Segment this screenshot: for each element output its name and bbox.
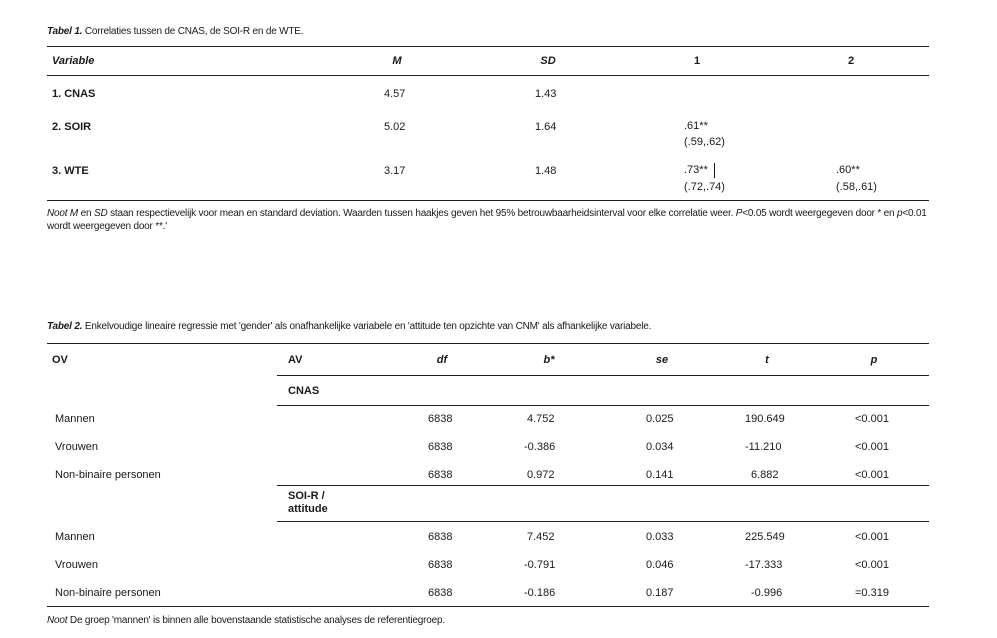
table1-bottom-rule — [47, 200, 929, 201]
text-cursor — [714, 163, 715, 178]
table1-row2-sd: 1.64 — [535, 121, 557, 133]
table1-row1-m: 4.57 — [384, 88, 406, 100]
table2-g2-row2-se: 0.046 — [646, 559, 674, 571]
table2-g1-row2-se: 0.034 — [646, 441, 674, 453]
table1-top-rule — [47, 46, 929, 47]
table2-g2-row2-b: -0.791 — [524, 559, 556, 571]
table2-header-p: p — [870, 354, 878, 366]
table1-row3-sd: 1.48 — [535, 165, 557, 177]
table1-note: Noot M en SD staan respectievelijk voor … — [47, 207, 937, 233]
table2-header-t: t — [765, 354, 769, 366]
table2-g1-row1-se: 0.025 — [646, 413, 674, 425]
table2-header-ov: OV — [52, 354, 68, 366]
table1-note-p1: P — [735, 208, 743, 219]
table2-g2-row3-df: 6838 — [428, 587, 453, 599]
table2-group2-top-rule — [277, 485, 929, 486]
table1-row3-m: 3.17 — [384, 165, 406, 177]
table1-row1-variable: 1. CNAS — [52, 88, 96, 100]
table1-note-p2: p — [896, 208, 903, 219]
table1-note-sd: SD — [93, 208, 108, 219]
table2-g2-row3-b: -0.186 — [524, 587, 556, 599]
table1-row1-sd: 1.43 — [535, 88, 557, 100]
table2-group-soir-line1: SOI-R / — [288, 490, 325, 502]
table2-bottom-rule — [47, 606, 929, 607]
table1-header-m: M — [392, 55, 402, 67]
table2-group-soir-line2: attitude — [288, 503, 328, 515]
table2-top-rule — [47, 343, 929, 344]
table2-g1-row3-p: <0.001 — [855, 469, 889, 481]
table2-g1-row3-t: 6.882 — [751, 469, 779, 481]
table2-g1-row2-t: -11.210 — [745, 441, 782, 453]
table2-header-df: df — [436, 354, 448, 366]
table2-g2-row2-df: 6838 — [428, 559, 453, 571]
table2-g1-row1-df: 6838 — [428, 413, 453, 425]
table2-header-b: b* — [543, 354, 555, 366]
table2-group2-bottom-rule — [277, 521, 929, 522]
table1-header-variable: Variable — [52, 55, 95, 67]
table1-note-text1: staan respectievelijk voor mean en stand… — [110, 208, 734, 219]
table1-note-label: Noot — [47, 208, 68, 219]
table2-g1-row1-p: <0.001 — [855, 413, 889, 425]
table2-g2-row3-se: 0.187 — [646, 587, 674, 599]
table1-row2-variable: 2. SOIR — [52, 121, 92, 133]
table1-row3-col1-ci: (.72,.74) — [684, 181, 725, 193]
table1-note-en: en — [80, 208, 92, 219]
table2-g1-row3-ov: Non-binaire personen — [55, 469, 161, 481]
table2-caption-text: Enkelvoudige lineaire regressie met 'gen… — [84, 321, 652, 332]
table2-header-rule — [277, 375, 929, 376]
table1-note-text4: <0.01 wordt weergegeven door **.' — [47, 208, 927, 232]
table1-caption-label: Tabel 1. — [47, 26, 83, 37]
table2-g2-row3-ov: Non-binaire personen — [55, 587, 161, 599]
table2-g1-row1-t: 190.649 — [745, 413, 785, 425]
table2-g2-row2-p: <0.001 — [855, 559, 889, 571]
table1-note-text2: <0.05 wordt — [742, 208, 793, 219]
table1-header-col2: 2 — [847, 55, 855, 67]
table2-g1-row3-se: 0.141 — [646, 469, 674, 481]
table2-header-av: AV — [288, 354, 303, 366]
table1-row3-variable: 3. WTE — [52, 165, 89, 177]
table2-g1-row1-b: 4.752 — [527, 413, 555, 425]
table2-g2-row3-t: -0.996 — [751, 587, 783, 599]
table2-g2-row1-df: 6838 — [428, 531, 453, 543]
table1-header-col1: 1 — [693, 55, 701, 67]
table2-header-se: se — [655, 354, 669, 366]
table2-g1-row3-df: 6838 — [428, 469, 453, 481]
table1-row2-col1: .61** — [684, 120, 708, 132]
table2-note-text: De groep 'mannen' is binnen alle bovenst… — [69, 615, 445, 626]
table2-caption-label: Tabel 2. — [47, 321, 83, 332]
table2-g1-row3-b: 0.972 — [527, 469, 555, 481]
table2-g1-row2-p: <0.001 — [855, 441, 889, 453]
table1-caption: Tabel 1. Correlaties tussen de CNAS, de … — [47, 26, 304, 37]
table2-g2-row2-t: -17.333 — [745, 559, 783, 571]
table2-note: Noot De groep 'mannen' is binnen alle bo… — [47, 614, 445, 627]
table2-note-label: Noot — [47, 615, 68, 626]
table2-group-rule — [277, 405, 929, 406]
table1-row3-col2-ci: (.58,.61) — [836, 181, 877, 193]
table2-g2-row1-ov: Mannen — [55, 531, 95, 543]
table1-header-rule — [47, 75, 929, 76]
table2-g2-row1-t: 225.549 — [745, 531, 785, 543]
table2-g2-row1-b: 7.452 — [527, 531, 555, 543]
table1-row2-col1-ci: (.59,.62) — [684, 136, 725, 148]
table2-g1-row2-b: -0.386 — [524, 441, 556, 453]
table2-g1-row2-df: 6838 — [428, 441, 453, 453]
table2-g2-row3-p: =0.319 — [855, 587, 889, 599]
table1-row3-col2: .60** — [836, 164, 860, 176]
table2-g1-row1-ov: Mannen — [55, 413, 95, 425]
table2-g2-row1-se: 0.033 — [646, 531, 674, 543]
table2-g1-row2-ov: Vrouwen — [55, 441, 99, 453]
table1-note-m: M — [69, 208, 79, 219]
table2-group-cnas: CNAS — [288, 385, 320, 397]
table1-note-text3: weergegeven door * en — [795, 208, 895, 219]
table2-g2-row1-p: <0.001 — [855, 531, 889, 543]
table1-row2-m: 5.02 — [384, 121, 406, 133]
table1-header-sd: SD — [540, 55, 556, 67]
table1-caption-text: Correlaties tussen de CNAS, de SOI-R en … — [84, 26, 304, 37]
table1-row3-col1: .73** — [684, 164, 708, 176]
table2-g2-row2-ov: Vrouwen — [55, 559, 99, 571]
table2-caption: Tabel 2. Enkelvoudige lineaire regressie… — [47, 321, 651, 332]
